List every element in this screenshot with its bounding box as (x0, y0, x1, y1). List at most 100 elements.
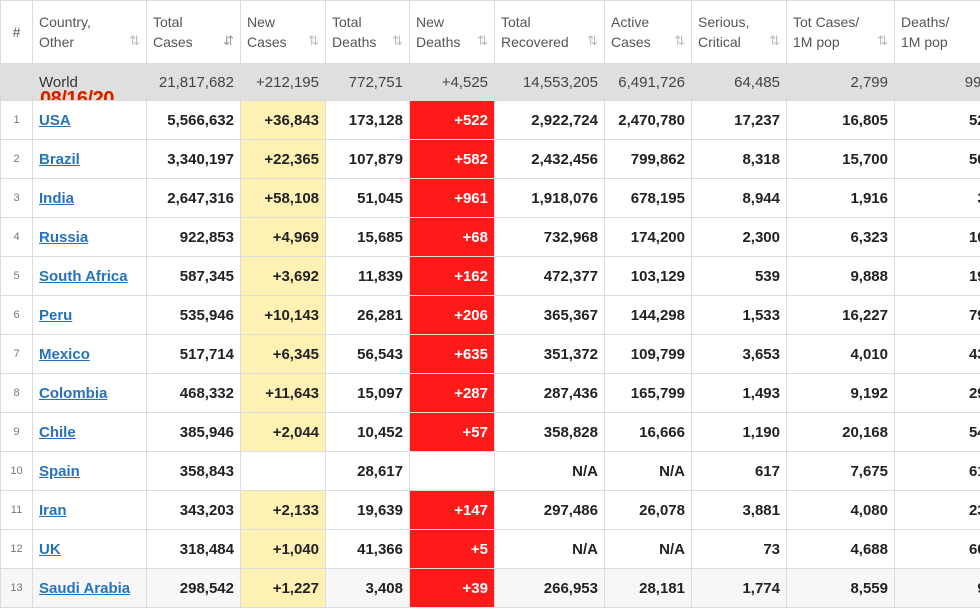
active-cases-cell: 144,298 (604, 295, 692, 335)
new-deaths-cell: +57 (409, 412, 495, 452)
total-deaths-cell: 11,839 (325, 256, 410, 296)
row-index-cell: 11 (0, 490, 33, 530)
total-recovered-cell: 358,828 (494, 412, 605, 452)
serious-critical-cell: 1,774 (691, 568, 787, 608)
row-index-cell: 3 (0, 178, 33, 218)
sort-icon[interactable]: ⇅ (129, 33, 140, 48)
serious-critical-cell: 2,300 (691, 217, 787, 257)
country-cell: USA (32, 100, 147, 140)
table-header: # Country, Other ⇅ Total Cases ⇵ New Cases … (0, 0, 980, 64)
deaths-per-million-cell: 546 (894, 412, 980, 452)
country-link[interactable]: Saudi Arabia (39, 579, 131, 597)
country-link[interactable]: Russia (39, 228, 89, 246)
total-cases-cell: 318,484 (146, 529, 241, 569)
deaths-per-million-cell: 233 (894, 490, 980, 530)
total-deaths-cell: 41,366 (325, 529, 410, 569)
total-recovered-cell: 2,922,724 (494, 100, 605, 140)
sort-icon[interactable]: ⇅ (877, 33, 888, 48)
world-total-recovered: 14,553,205 (494, 63, 605, 101)
new-cases-cell: +2,133 (240, 490, 326, 530)
country-cell: Iran (32, 490, 147, 530)
row-index-cell: 4 (0, 217, 33, 257)
sort-icon[interactable]: ⇅ (587, 33, 598, 48)
country-link[interactable]: Brazil (39, 150, 80, 168)
deaths-per-million-cell: 37 (894, 178, 980, 218)
header-new-cases[interactable]: New Cases ⇅ (240, 0, 326, 64)
country-cell: Russia (32, 217, 147, 257)
serious-critical-cell: 1,533 (691, 295, 787, 335)
total-recovered-cell: 1,918,076 (494, 178, 605, 218)
deaths-per-million-cell: 98 (894, 568, 980, 608)
header-cases-per-million[interactable]: Tot Cases/1M pop ⇅ (786, 0, 895, 64)
table-row: 6 Peru 535,946 +10,143 26,281 +206 365,367 144,… (0, 295, 980, 335)
serious-critical-cell: 8,944 (691, 178, 787, 218)
total-recovered-cell: N/A (494, 529, 605, 569)
new-deaths-cell: +635 (409, 334, 495, 374)
header-country[interactable]: Country, Other ⇅ (32, 0, 147, 64)
cases-per-million-cell: 4,080 (786, 490, 895, 530)
active-cases-cell: 2,470,780 (604, 100, 692, 140)
total-deaths-cell: 107,879 (325, 139, 410, 179)
header-new-deaths[interactable]: New Deaths ⇅ (409, 0, 495, 64)
country-link[interactable]: Peru (39, 306, 73, 324)
header-serious-critical[interactable]: Serious, Critical ⇅ (691, 0, 787, 64)
country-link[interactable]: Spain (39, 462, 80, 480)
sort-icon[interactable]: ⇅ (769, 33, 780, 48)
active-cases-cell: 799,862 (604, 139, 692, 179)
deaths-per-million-cell: 438 (894, 334, 980, 374)
active-cases-cell: N/A (604, 529, 692, 569)
serious-critical-cell: 3,653 (691, 334, 787, 374)
country-cell: Chile (32, 412, 147, 452)
country-link[interactable]: USA (39, 111, 71, 129)
row-index-cell: 2 (0, 139, 33, 179)
header-active-cases[interactable]: Active Cases ⇅ (604, 0, 692, 64)
header-total-cases-label: Total Cases (153, 14, 193, 50)
header-serious-critical-label: Serious, Critical (698, 14, 750, 50)
country-link[interactable]: South Africa (39, 267, 128, 285)
header-country-label: Country, Other (39, 14, 91, 50)
country-link[interactable]: Colombia (39, 384, 108, 402)
header-total-deaths[interactable]: Total Deaths ⇅ (325, 0, 410, 64)
sort-active-icon[interactable]: ⇵ (223, 33, 234, 48)
sort-icon[interactable]: ⇅ (392, 33, 403, 48)
country-link[interactable]: India (39, 189, 75, 207)
deaths-per-million-cell: 296 (894, 373, 980, 413)
active-cases-cell: 109,799 (604, 334, 692, 374)
country-link[interactable]: UK (39, 540, 61, 558)
new-cases-cell (240, 451, 326, 491)
total-deaths-cell: 15,685 (325, 217, 410, 257)
country-link[interactable]: Iran (39, 501, 67, 519)
sort-icon[interactable]: ⇅ (308, 33, 319, 48)
new-deaths-cell: +5 (409, 529, 495, 569)
header-new-cases-label: New Cases (247, 14, 287, 50)
total-cases-cell: 385,946 (146, 412, 241, 452)
table-row: 13 Saudi Arabia 298,542 +1,227 3,408 +39 266,9… (0, 568, 980, 608)
country-link[interactable]: Chile (39, 423, 76, 441)
total-deaths-cell: 15,097 (325, 373, 410, 413)
header-index[interactable]: # (0, 0, 33, 64)
new-cases-cell: +4,969 (240, 217, 326, 257)
country-cell: Mexico (32, 334, 147, 374)
deaths-per-million-cell: 523 (894, 100, 980, 140)
serious-critical-cell: 617 (691, 451, 787, 491)
sort-icon[interactable]: ⇅ (477, 33, 488, 48)
sort-icon[interactable]: ⇅ (674, 33, 685, 48)
total-deaths-cell: 10,452 (325, 412, 410, 452)
header-total-recovered[interactable]: Total Recovered ⇅ (494, 0, 605, 64)
header-deaths-per-million[interactable]: Deaths/1M pop ⇅ (894, 0, 980, 64)
header-total-recovered-label: Total Recovered (501, 14, 569, 50)
header-total-cases[interactable]: Total Cases ⇵ (146, 0, 241, 64)
total-recovered-cell: 732,968 (494, 217, 605, 257)
new-deaths-cell: +39 (409, 568, 495, 608)
country-link[interactable]: Mexico (39, 345, 90, 363)
table-row: 2 Brazil 3,340,197 +22,365 107,879 +582 2,432,… (0, 139, 980, 179)
new-cases-cell: +1,227 (240, 568, 326, 608)
active-cases-cell: 165,799 (604, 373, 692, 413)
total-cases-cell: 535,946 (146, 295, 241, 335)
table-row: 11 Iran 343,203 +2,133 19,639 +147 297,486 26,0… (0, 490, 980, 530)
header-index-label: # (12, 24, 21, 40)
new-cases-cell: +58,108 (240, 178, 326, 218)
row-index-cell: 5 (0, 256, 33, 296)
total-cases-cell: 468,332 (146, 373, 241, 413)
